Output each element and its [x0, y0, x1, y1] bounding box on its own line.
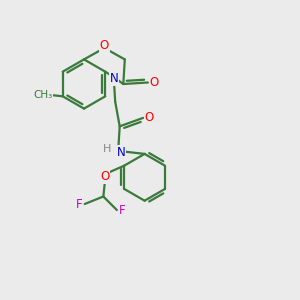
Text: N: N [117, 146, 126, 159]
Text: O: O [149, 76, 158, 89]
Text: CH₃: CH₃ [33, 90, 52, 100]
Text: O: O [100, 170, 110, 184]
Text: F: F [76, 197, 83, 211]
Text: O: O [100, 39, 109, 52]
Text: O: O [145, 111, 154, 124]
Text: F: F [119, 203, 126, 217]
Text: N: N [110, 72, 119, 85]
Text: H: H [103, 143, 111, 154]
